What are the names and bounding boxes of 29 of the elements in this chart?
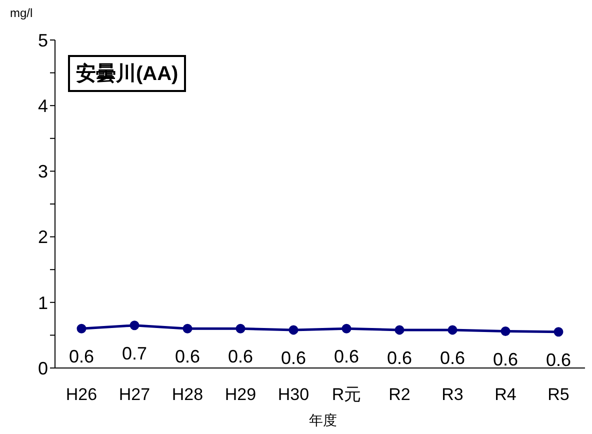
text: 0.6 [440, 348, 466, 368]
text: 0.6 [492, 349, 518, 370]
y-tick-label: 2 [38, 227, 48, 248]
text: 0.6 [280, 348, 306, 368]
x-tick-label: R2 [388, 385, 410, 404]
y-axis-title: mg/l [10, 6, 33, 20]
x-axis-title: 年度 [308, 412, 338, 430]
text: 0.6 [546, 350, 572, 370]
y-tick-label: 5 [38, 30, 48, 50]
x-tick-label: R元 [332, 385, 362, 404]
text: 0.6 [334, 346, 360, 367]
x-tick-label: H28 [172, 385, 204, 404]
x-tick-label: R4 [494, 385, 516, 404]
text: 0.6 [174, 346, 200, 367]
x-tick-label: H29 [224, 385, 256, 404]
text: 0.6 [228, 346, 254, 367]
x-tick-label: H26 [66, 385, 98, 404]
text: 0.7 [122, 343, 148, 364]
x-tick-label: H30 [278, 385, 310, 404]
text: 安曇川(AA) [68, 55, 186, 92]
y-tick-label: 0 [38, 358, 48, 378]
y-tick-label: 4 [38, 96, 48, 116]
text: 0.6 [386, 348, 412, 368]
x-tick-label: R5 [548, 385, 570, 404]
x-tick-label: R3 [442, 385, 464, 404]
y-tick-label: 3 [38, 162, 48, 182]
y-tick-label: 1 [38, 292, 48, 313]
text: 0.6 [68, 346, 94, 367]
x-tick-label: H27 [118, 385, 150, 404]
